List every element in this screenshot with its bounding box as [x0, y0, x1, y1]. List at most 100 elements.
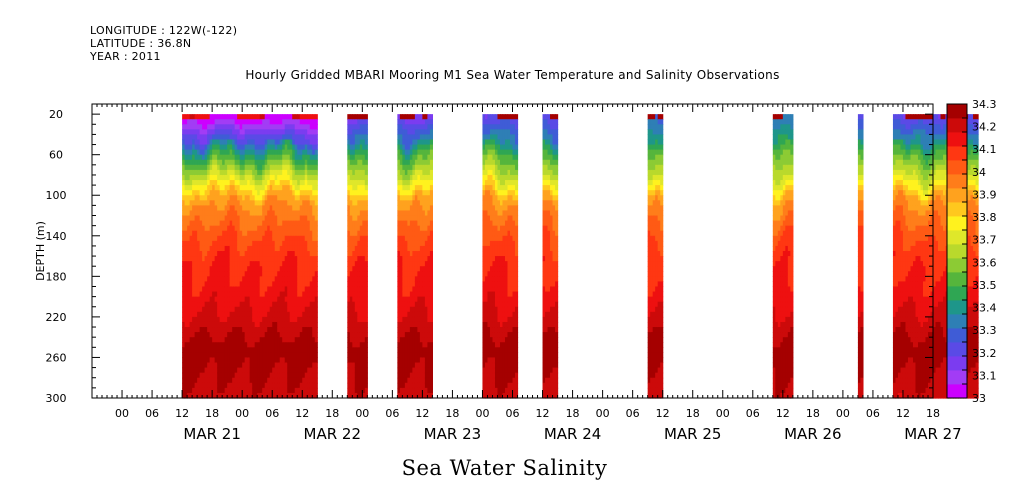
salinity-cell	[232, 240, 236, 247]
salinity-cell	[417, 195, 421, 201]
salinity-cell	[494, 149, 499, 156]
salinity-cell	[287, 256, 291, 262]
salinity-cell	[232, 377, 236, 384]
salinity-cell	[229, 286, 233, 293]
salinity-cell	[182, 296, 186, 303]
salinity-cell	[227, 321, 231, 328]
salinity-cell	[297, 164, 301, 171]
salinity-cell	[515, 114, 519, 120]
salinity-cell	[207, 164, 211, 171]
salinity-cell	[347, 352, 351, 359]
salinity-cell	[217, 281, 221, 288]
salinity-cell	[282, 144, 286, 151]
salinity-cell	[234, 240, 238, 247]
salinity-cell	[252, 362, 256, 369]
salinity-cell	[247, 169, 251, 176]
salinity-cell	[364, 266, 368, 272]
salinity-cell	[259, 225, 263, 232]
salinity-cell	[409, 164, 413, 171]
salinity-cell	[307, 235, 311, 242]
salinity-cell	[299, 139, 303, 146]
salinity-cell	[272, 347, 276, 353]
salinity-cell	[224, 129, 228, 136]
salinity-cell	[237, 342, 241, 348]
salinity-cell	[507, 337, 511, 343]
salinity-cell	[364, 316, 368, 323]
salinity-cell	[184, 215, 188, 222]
salinity-cell	[399, 382, 403, 389]
salinity-cell	[227, 185, 231, 191]
salinity-cell	[362, 266, 366, 272]
salinity-cell	[262, 190, 266, 196]
salinity-cell	[352, 220, 356, 227]
salinity-cell	[309, 119, 313, 125]
salinity-cell	[397, 210, 401, 217]
salinity-cell	[347, 220, 351, 227]
salinity-cell	[297, 205, 301, 212]
salinity-cell	[357, 124, 361, 130]
salinity-cell	[302, 306, 306, 313]
salinity-cell	[489, 220, 494, 227]
salinity-cell	[257, 200, 261, 206]
salinity-cell	[499, 180, 504, 186]
salinity-cell	[487, 301, 491, 308]
salinity-cell	[347, 332, 351, 338]
salinity-cell	[494, 200, 499, 206]
salinity-cell	[312, 174, 316, 181]
salinity-cell	[414, 180, 418, 186]
salinity-cell	[294, 134, 298, 141]
salinity-cell	[422, 215, 426, 222]
salinity-cell	[512, 190, 516, 196]
salinity-cell	[357, 296, 361, 303]
salinity-cell	[252, 327, 256, 333]
salinity-cell	[209, 256, 213, 262]
salinity-cell	[404, 316, 408, 323]
salinity-cell	[419, 316, 423, 323]
salinity-cell	[354, 256, 358, 262]
salinity-cell	[244, 114, 248, 120]
salinity-cell	[297, 169, 301, 176]
salinity-cell	[402, 321, 406, 328]
salinity-cell	[237, 276, 241, 283]
salinity-cell	[194, 251, 198, 257]
salinity-cell	[407, 281, 411, 288]
salinity-cell	[267, 286, 271, 293]
salinity-cell	[192, 281, 196, 288]
salinity-cell	[407, 332, 411, 338]
salinity-cell	[297, 245, 301, 252]
salinity-cell	[237, 200, 241, 206]
salinity-cell	[209, 291, 213, 298]
salinity-cell	[192, 200, 196, 206]
salinity-cell	[244, 205, 248, 212]
salinity-cell	[402, 387, 406, 394]
salinity-cell	[299, 392, 303, 399]
salinity-cell	[289, 392, 293, 399]
salinity-cell	[257, 251, 261, 257]
salinity-cell	[304, 129, 308, 136]
salinity-cell	[407, 164, 411, 171]
salinity-cell	[287, 225, 291, 232]
salinity-cell	[194, 387, 198, 394]
salinity-cell	[357, 392, 361, 399]
salinity-cell	[404, 205, 408, 212]
salinity-cell	[214, 321, 218, 328]
salinity-cell	[299, 169, 303, 176]
salinity-cell	[269, 266, 273, 272]
salinity-cell	[189, 134, 193, 141]
salinity-cell	[402, 377, 406, 384]
salinity-cell	[349, 337, 353, 343]
salinity-cell	[487, 225, 491, 232]
salinity-cell	[409, 124, 413, 130]
salinity-cell	[312, 235, 316, 242]
salinity-cell	[229, 174, 233, 181]
salinity-cell	[419, 134, 423, 141]
salinity-cell	[312, 119, 316, 125]
salinity-cell	[232, 311, 236, 318]
salinity-cell	[487, 240, 491, 247]
salinity-cell	[502, 316, 506, 323]
salinity-cell	[269, 220, 273, 227]
salinity-cell	[492, 392, 496, 399]
salinity-cell	[512, 251, 516, 257]
salinity-cell	[192, 352, 196, 359]
salinity-cell	[507, 316, 511, 323]
